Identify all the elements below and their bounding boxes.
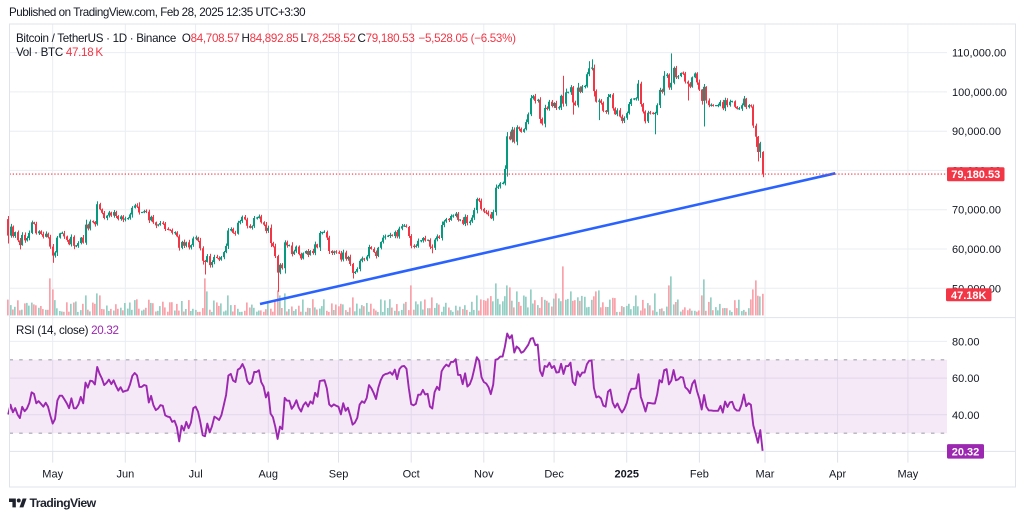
svg-text:79,180.53: 79,180.53: [951, 169, 1000, 181]
svg-text:Sep: Sep: [329, 469, 349, 481]
svg-text:70,000.00: 70,000.00: [952, 205, 1001, 217]
svg-text:Oct: Oct: [403, 469, 420, 481]
svg-text:60.00: 60.00: [952, 373, 980, 385]
svg-text:100,000.00: 100,000.00: [952, 87, 1007, 99]
svg-text:Apr: Apr: [829, 469, 846, 481]
svg-text:40.00: 40.00: [952, 410, 980, 422]
svg-text:Jul: Jul: [189, 469, 203, 481]
svg-text:47.18K: 47.18K: [951, 290, 987, 302]
svg-text:90,000.00: 90,000.00: [952, 126, 1001, 138]
svg-text:May: May: [42, 469, 63, 481]
svg-text:60,000.00: 60,000.00: [952, 244, 1001, 256]
svg-text:80.00: 80.00: [952, 336, 980, 348]
svg-text:Dec: Dec: [544, 469, 564, 481]
svg-text:Aug: Aug: [258, 469, 278, 481]
svg-text:20.32: 20.32: [952, 446, 980, 458]
svg-text:Feb: Feb: [690, 469, 709, 481]
svg-text:Nov: Nov: [474, 469, 494, 481]
svg-text:TradingView: TradingView: [30, 496, 97, 510]
svg-text:110,000.00: 110,000.00: [952, 48, 1006, 60]
svg-text:Jun: Jun: [116, 469, 134, 481]
svg-text:2025: 2025: [614, 469, 638, 481]
svg-text:May: May: [898, 469, 919, 481]
svg-text:Mar: Mar: [755, 469, 774, 481]
